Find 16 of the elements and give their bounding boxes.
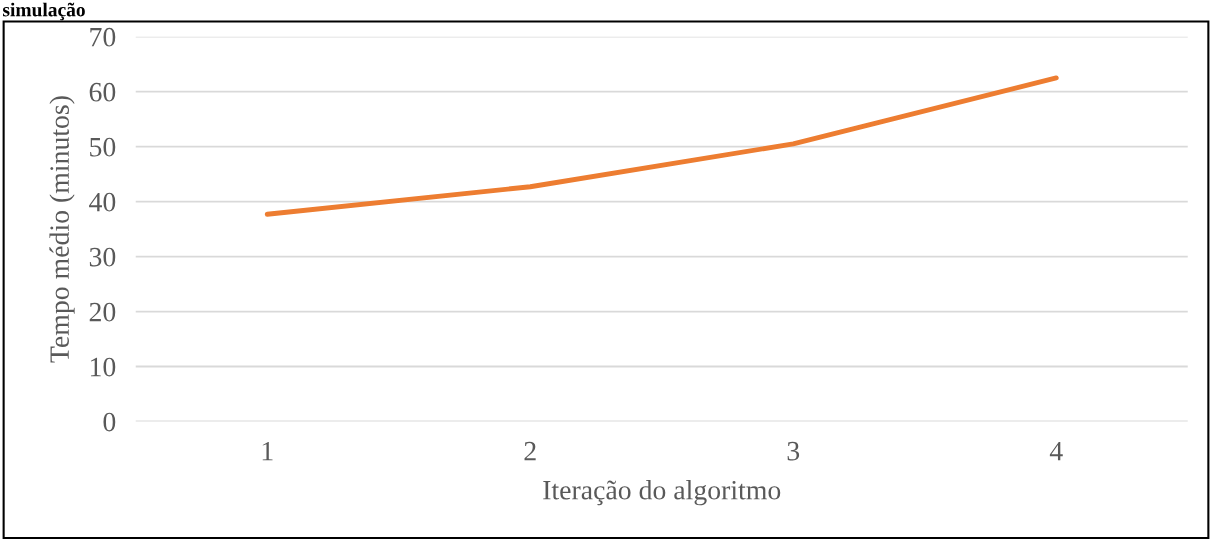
x-tick-label: 4 bbox=[1049, 441, 1063, 461]
y-tick-label: 10 bbox=[90, 357, 116, 377]
x-tick-label: 2 bbox=[524, 441, 536, 461]
y-axis-title: Tempo médio (minutos) bbox=[49, 96, 75, 363]
text: simulação bbox=[3, 2, 85, 21]
line-series bbox=[264, 75, 1059, 217]
y-tick-label: 70 bbox=[90, 27, 116, 47]
y-tick-label: 0 bbox=[103, 412, 116, 432]
y-tick-label: 40 bbox=[89, 192, 116, 212]
x-tick-label: 1 bbox=[262, 441, 273, 461]
x-axis-title: Iteração do algoritmo bbox=[543, 480, 781, 506]
y-tick-label: 50 bbox=[90, 137, 116, 157]
x-tick-label: 3 bbox=[787, 441, 800, 461]
y-tick-label: 20 bbox=[89, 302, 116, 322]
y-tick-label: 30 bbox=[89, 247, 116, 267]
y-tick-label: 60 bbox=[89, 82, 116, 102]
